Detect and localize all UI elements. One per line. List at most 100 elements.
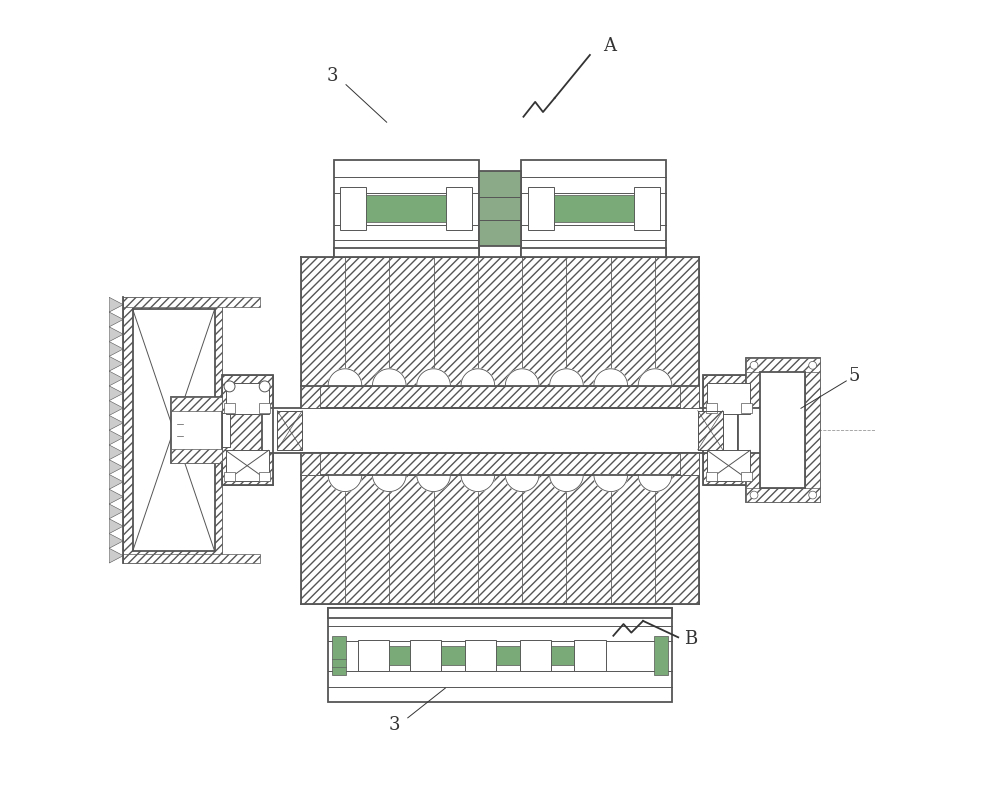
Bar <box>741 472 752 481</box>
Bar <box>446 187 472 230</box>
Bar <box>301 453 699 475</box>
Bar <box>171 397 222 412</box>
Bar <box>706 403 717 412</box>
Bar <box>222 375 273 485</box>
Polygon shape <box>505 475 539 491</box>
Text: B: B <box>684 630 697 648</box>
Bar <box>554 195 634 222</box>
Polygon shape <box>109 431 123 445</box>
Bar <box>746 488 820 502</box>
Bar <box>654 636 668 675</box>
Bar <box>522 475 566 604</box>
Polygon shape <box>109 312 123 327</box>
Polygon shape <box>461 369 495 386</box>
Bar <box>521 248 666 258</box>
Circle shape <box>809 491 817 499</box>
Circle shape <box>750 491 758 499</box>
Bar <box>479 171 521 246</box>
Polygon shape <box>638 369 672 386</box>
Bar <box>259 472 270 481</box>
Bar <box>389 258 434 386</box>
Bar <box>123 554 260 563</box>
Polygon shape <box>594 369 628 386</box>
Bar <box>655 475 699 604</box>
Bar <box>226 383 269 414</box>
Bar <box>410 640 441 671</box>
Polygon shape <box>109 341 123 356</box>
Bar <box>738 408 776 453</box>
Bar <box>521 160 666 258</box>
Polygon shape <box>109 548 123 563</box>
Text: 3: 3 <box>389 716 400 734</box>
Polygon shape <box>372 369 406 386</box>
Polygon shape <box>109 519 123 533</box>
Bar <box>389 475 434 604</box>
Bar <box>746 358 820 502</box>
Bar <box>574 640 606 671</box>
Bar <box>434 475 478 604</box>
Bar <box>680 386 699 408</box>
Text: 5: 5 <box>848 367 860 386</box>
Bar <box>611 475 655 604</box>
Bar <box>566 475 611 604</box>
Bar <box>334 160 479 258</box>
Circle shape <box>809 361 817 369</box>
Bar <box>123 297 222 563</box>
Bar <box>345 258 389 386</box>
Bar <box>706 472 717 481</box>
Bar <box>496 646 520 664</box>
Bar <box>262 408 738 453</box>
Bar <box>478 475 522 604</box>
Bar <box>345 475 389 604</box>
Text: 3: 3 <box>326 67 338 85</box>
Bar <box>566 258 611 386</box>
Bar <box>226 450 269 481</box>
Bar <box>746 358 760 502</box>
Bar <box>634 187 660 230</box>
Bar <box>703 375 754 485</box>
Bar <box>760 372 805 488</box>
Polygon shape <box>328 369 362 386</box>
Circle shape <box>224 381 235 392</box>
Polygon shape <box>109 460 123 475</box>
Bar <box>703 375 754 485</box>
Bar <box>277 411 302 450</box>
Polygon shape <box>109 297 123 312</box>
Bar <box>301 386 699 408</box>
Polygon shape <box>109 489 123 504</box>
Bar <box>611 258 655 386</box>
Polygon shape <box>505 369 539 386</box>
Bar <box>171 397 222 463</box>
Bar <box>222 375 273 485</box>
Bar <box>328 608 672 702</box>
Bar <box>698 411 723 450</box>
Polygon shape <box>417 369 450 386</box>
Bar <box>805 358 820 502</box>
Bar <box>655 258 699 386</box>
Bar <box>520 640 551 671</box>
Bar <box>332 636 346 675</box>
Bar <box>366 195 446 222</box>
Bar <box>277 411 302 450</box>
Bar <box>551 646 574 664</box>
Bar <box>680 453 699 475</box>
Polygon shape <box>109 533 123 548</box>
Polygon shape <box>550 475 583 491</box>
Polygon shape <box>109 504 123 519</box>
Bar <box>334 248 479 258</box>
Polygon shape <box>594 475 628 491</box>
Bar <box>358 640 389 671</box>
Bar <box>222 413 230 447</box>
Circle shape <box>259 381 270 392</box>
Bar <box>389 646 410 664</box>
Polygon shape <box>109 371 123 386</box>
Polygon shape <box>372 475 406 491</box>
Bar <box>528 187 554 230</box>
Bar <box>171 449 222 463</box>
Polygon shape <box>109 445 123 460</box>
Bar <box>133 309 215 551</box>
Bar <box>224 403 235 412</box>
Bar <box>741 403 752 412</box>
Bar <box>301 475 345 604</box>
Polygon shape <box>109 416 123 431</box>
